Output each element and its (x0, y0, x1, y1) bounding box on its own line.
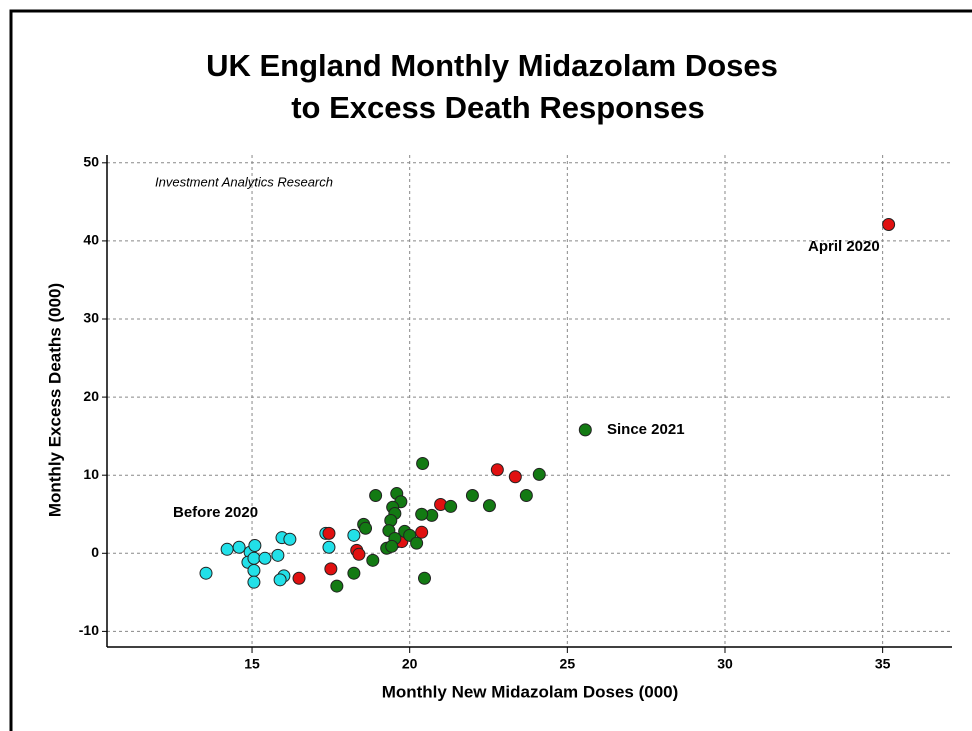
frame (9, 9, 972, 731)
y-tick-label: 50 (83, 154, 99, 170)
point (410, 536, 424, 550)
chart-title: to Excess Death Responses (291, 90, 705, 125)
y-axis-label: Monthly Excess Deaths (000) (45, 283, 64, 517)
point (385, 539, 399, 553)
y-tick-label: 20 (83, 388, 99, 404)
point (292, 571, 306, 585)
y-tick-label: -10 (79, 622, 99, 638)
point (347, 528, 361, 542)
annotation: Since 2021 (607, 421, 685, 438)
point (444, 499, 458, 513)
point (352, 547, 366, 561)
point (283, 532, 297, 546)
y-tick-label: 10 (83, 466, 99, 482)
point (359, 521, 373, 535)
point (532, 467, 546, 481)
point (508, 470, 522, 484)
point (465, 488, 479, 502)
chart-title: UK England Monthly Midazolam Doses (206, 48, 778, 83)
x-tick-label: 30 (717, 656, 733, 672)
y-tick-label: 0 (91, 544, 99, 560)
point (322, 526, 336, 540)
point (415, 525, 429, 539)
x-tick-label: 15 (244, 656, 260, 672)
point (232, 540, 246, 554)
point (882, 218, 896, 232)
point (578, 423, 592, 437)
x-tick-label: 25 (560, 656, 576, 672)
point (347, 566, 361, 580)
annotation: April 2020 (808, 238, 880, 255)
point (273, 573, 287, 587)
annotation: Investment Analytics Research (155, 174, 333, 189)
point (220, 542, 234, 556)
point (258, 551, 272, 565)
point (199, 566, 213, 580)
y-tick-label: 40 (83, 232, 99, 248)
point (322, 540, 336, 554)
point (248, 538, 262, 552)
point (324, 562, 338, 576)
point (482, 499, 496, 513)
point (330, 579, 344, 593)
point (415, 507, 429, 521)
point (247, 551, 261, 565)
point (490, 463, 504, 477)
y-tick-label: 30 (83, 310, 99, 326)
point (519, 488, 533, 502)
annotation: Before 2020 (173, 504, 258, 521)
point (247, 563, 261, 577)
point (416, 456, 430, 470)
point (369, 488, 383, 502)
point (418, 571, 432, 585)
x-tick-label: 35 (875, 656, 891, 672)
point (271, 548, 285, 562)
point (247, 575, 261, 589)
x-axis-label: Monthly New Midazolam Doses (000) (382, 682, 679, 701)
x-tick-label: 20 (402, 656, 418, 672)
point (366, 553, 380, 567)
